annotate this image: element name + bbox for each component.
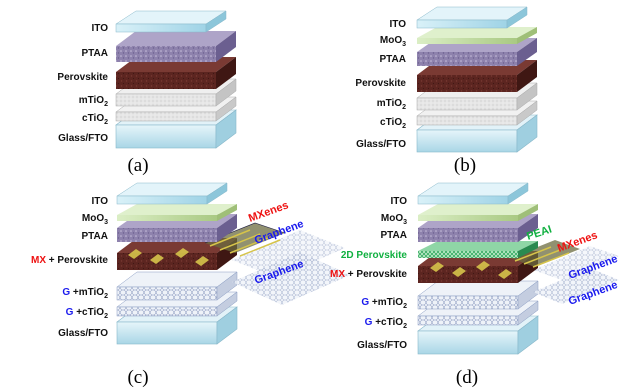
caption-c: (c) (127, 367, 148, 388)
graphene-sheet-d (533, 246, 619, 304)
label-glass-d: Glass/FTO (357, 340, 407, 351)
mxene-flakes-d (430, 240, 580, 279)
panel-b: ITO MoO3 PTAA Perovskite mTiO2 cTiO2 Gla… (355, 6, 538, 176)
label-ptaa-b: PTAA (380, 54, 406, 65)
mxene-flakes-c (128, 222, 286, 266)
label-mtio2-b: mTiO2 (377, 98, 406, 111)
label-mtio2-d: G +mTiO2 (361, 297, 407, 310)
layer-ito-a (115, 10, 227, 33)
label-ptaa-a: PTAA (82, 48, 108, 59)
layer-ito-d (417, 182, 529, 205)
label-ito-a: ITO (92, 23, 109, 34)
label-perovskite-c: MX + Perovskite (31, 255, 108, 266)
label-ito-b: ITO (390, 19, 407, 30)
annotation-mxenes-c: MXenes (247, 199, 290, 224)
label-ito-c: ITO (92, 196, 109, 207)
label-ctio2-d: G +cTiO2 (365, 317, 407, 330)
layer-mtio2-d (417, 280, 539, 310)
label-perovskite-d: MX + Perovskite (330, 269, 407, 280)
layer-mtio2-c (116, 271, 238, 301)
label-glass-b: Glass/FTO (356, 139, 406, 150)
layer-2d-perovskite-d (418, 241, 538, 258)
layer-ptaa-a (116, 31, 236, 62)
caption-d: (d) (456, 367, 478, 388)
label-ito-d: ITO (391, 196, 408, 207)
label-moo3-b: MoO3 (380, 35, 406, 48)
label-moo3-c: MoO3 (82, 213, 108, 226)
layer-perovskite-a (116, 57, 236, 89)
label-ptaa-d: PTAA (381, 230, 407, 241)
label-perovskite-b: Perovskite (355, 78, 406, 89)
label-glass-c: Glass/FTO (58, 328, 108, 339)
layer-moo3-c (117, 204, 237, 221)
label-glass-a: Glass/FTO (58, 133, 108, 144)
label-perovskite-a: Perovskite (57, 72, 108, 83)
panel-a: ITO PTAA Perovskite mTiO2 cTiO2 Glass/FT… (57, 10, 237, 176)
panel-d: ITO MoO3 PTAA 2D Perovskite MX + Perovsk… (330, 182, 619, 388)
layer-moo3-d (418, 204, 538, 221)
graphene-sheet-c (232, 230, 350, 305)
label-mtio2-c: G +mTiO2 (62, 287, 108, 300)
caption-b: (b) (454, 155, 476, 176)
label-ctio2-a: cTiO2 (82, 113, 108, 126)
caption-a: (a) (127, 155, 148, 176)
label-ctio2-c: G +cTiO2 (66, 307, 108, 320)
label-ptaa-c: PTAA (82, 231, 108, 242)
label-mtio2-a: mTiO2 (79, 95, 108, 108)
layer-ito-c (116, 182, 228, 205)
layer-moo3-b (417, 27, 537, 44)
label-2d-perovskite-d: 2D Perovskite (341, 250, 408, 261)
label-moo3-d: MoO3 (381, 213, 407, 226)
label-ctio2-b: cTiO2 (380, 117, 406, 130)
panel-c: ITO MoO3 PTAA MX + Perovskite G +mTiO2 G… (31, 182, 350, 388)
layer-ito-b (416, 6, 528, 29)
